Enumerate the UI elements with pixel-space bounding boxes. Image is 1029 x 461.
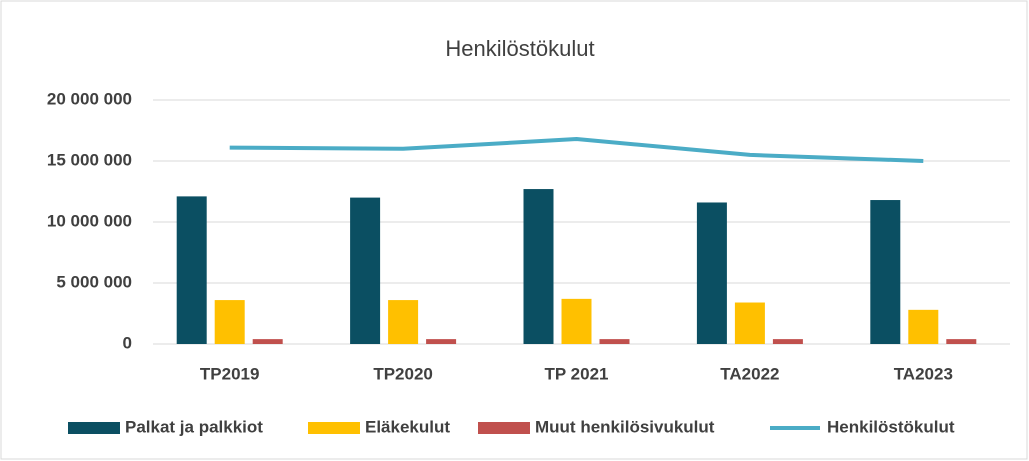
bar xyxy=(696,202,727,344)
bar xyxy=(561,298,592,344)
x-tick-label: TA2023 xyxy=(894,364,953,383)
bar xyxy=(946,339,977,344)
line-series xyxy=(229,137,924,163)
bar xyxy=(388,300,419,344)
bar xyxy=(350,197,381,344)
bar xyxy=(252,339,283,344)
bar xyxy=(426,339,457,344)
bar xyxy=(599,339,630,344)
y-tick-label: 5 000 000 xyxy=(56,272,132,291)
x-tick-label: TP 2021 xyxy=(545,364,609,383)
y-tick-label: 20 000 000 xyxy=(47,89,132,108)
chart-title: Henkilöstökulut xyxy=(445,36,594,61)
y-tick-label: 15 000 000 xyxy=(47,150,132,169)
bar xyxy=(908,309,939,344)
bar xyxy=(176,196,207,344)
bar xyxy=(734,302,765,344)
x-tick-label: TP2019 xyxy=(200,364,260,383)
legend-swatch xyxy=(68,422,120,434)
x-tick-label: TA2022 xyxy=(720,364,779,383)
y-tick-label: 0 xyxy=(123,333,132,352)
legend-label: Muut henkilösivukulut xyxy=(535,417,715,436)
y-tick-label: 10 000 000 xyxy=(47,211,132,230)
bar xyxy=(214,300,245,344)
bar xyxy=(772,339,803,344)
x-tick-label: TP2020 xyxy=(373,364,433,383)
bar xyxy=(523,189,554,344)
legend-swatch xyxy=(478,422,530,434)
legend-label: Eläkekulut xyxy=(365,417,450,436)
legend-swatch xyxy=(308,422,360,434)
legend-label: Palkat ja palkkiot xyxy=(125,417,263,436)
legend-label: Henkilöstökulut xyxy=(827,417,955,436)
bar xyxy=(870,200,901,344)
